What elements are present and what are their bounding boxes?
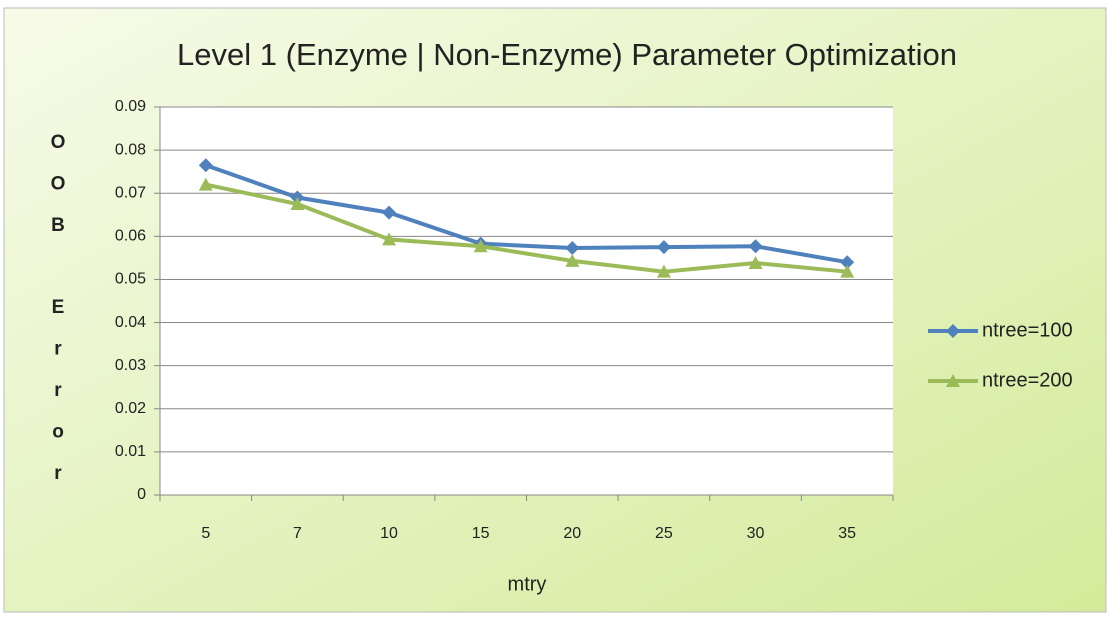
y-tick-label: 0.01: [115, 443, 146, 460]
y-tick-label: 0.05: [115, 271, 146, 288]
data-point: [565, 240, 580, 255]
data-point: [198, 177, 213, 191]
data-point: [382, 232, 397, 246]
series-line: [205, 163, 848, 265]
x-tick-label: 30: [747, 525, 765, 542]
y-tick-label: 0.03: [115, 357, 146, 374]
legend-marker: [946, 374, 960, 387]
data-point: [656, 264, 671, 278]
data-point: [290, 197, 305, 210]
data-point: [748, 256, 763, 270]
x-tick-label: 15: [472, 525, 490, 542]
data-point: [565, 253, 580, 267]
data-point: [382, 205, 397, 220]
legend-label: ntree=200: [982, 369, 1073, 391]
x-tick-label: 5: [201, 525, 210, 542]
y-tick-label: 0.08: [115, 141, 146, 158]
series-line: [205, 182, 848, 274]
y-tick-label: 0: [137, 486, 146, 503]
y-tick-label: 0.04: [115, 314, 146, 331]
legend-label: ntree=100: [982, 319, 1073, 341]
y-tick-label: 0.06: [115, 228, 146, 245]
x-tick-label: 10: [380, 525, 398, 542]
y-tick-label: 0.09: [115, 98, 146, 115]
chart-title: Level 1 (Enzyme | Non-Enzyme) Parameter …: [177, 37, 957, 72]
data-point: [198, 158, 213, 173]
plot-area: [160, 107, 893, 495]
data-point: [656, 240, 671, 255]
x-axis-label: mtry: [508, 573, 547, 595]
data-point: [840, 255, 855, 270]
x-tick-label: 7: [293, 525, 302, 542]
data-point: [748, 239, 763, 254]
y-tick-label: 0.02: [115, 400, 146, 417]
x-tick-label: 35: [838, 525, 856, 542]
data-point: [840, 264, 855, 278]
data-point: [473, 239, 488, 253]
legend-marker: [946, 324, 960, 338]
x-tick-label: 20: [563, 525, 581, 542]
x-tick-label: 25: [655, 525, 673, 542]
y-tick-label: 0.07: [115, 184, 146, 201]
